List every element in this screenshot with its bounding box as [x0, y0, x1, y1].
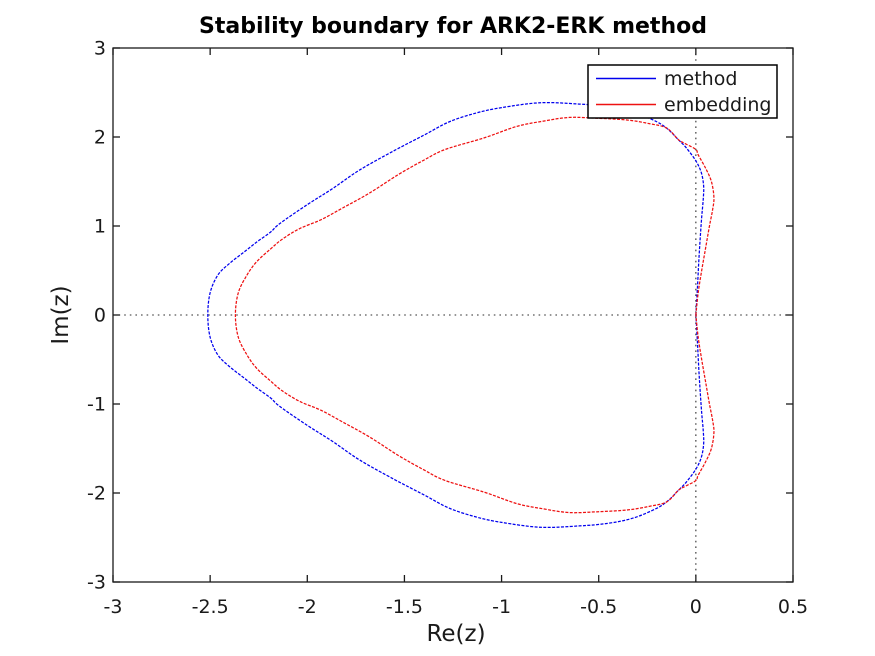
legend-box: [587, 64, 778, 119]
y-tick-label: 3: [94, 38, 106, 60]
x-tick-label: -1: [492, 596, 511, 618]
y-tick-label: 2: [94, 127, 106, 149]
x-tick-label: 0.5: [778, 596, 808, 618]
series-curve-method: [207, 101, 705, 529]
x-axis-label: Re(z): [426, 621, 485, 647]
x-tick-label: 0: [690, 596, 702, 618]
series-curve-embedding: [234, 116, 715, 514]
y-tick-label: -1: [87, 394, 106, 416]
y-tick-label: 1: [94, 216, 106, 238]
x-tick-label: -1.5: [386, 596, 423, 618]
y-axis-label: Im(z): [48, 285, 74, 344]
x-tick-label: -3: [104, 596, 123, 618]
y-tick-label: -3: [87, 572, 106, 594]
x-tick-label: -0.5: [580, 596, 617, 618]
x-tick-label: -2: [298, 596, 317, 618]
legend: method embedding: [587, 64, 778, 119]
y-tick-label: -2: [87, 483, 106, 505]
legend-label-embedding: embedding: [664, 94, 771, 116]
x-tick-label: -2.5: [192, 596, 229, 618]
series-layer: [207, 101, 715, 529]
y-tick-label: 0: [94, 305, 106, 327]
y-tick-labels-layer: 3 2 1 0 -1 -2 -3: [87, 38, 106, 594]
plot-box: [112, 47, 794, 583]
reference-lines-layer: [113, 48, 793, 582]
legend-label-method: method: [664, 68, 737, 90]
chart-title: Stability boundary for ARK2-ERK method: [199, 14, 707, 39]
x-tick-labels-layer: -3 -2.5 -2 -1.5 -1 -0.5 0 0.5: [104, 596, 809, 618]
